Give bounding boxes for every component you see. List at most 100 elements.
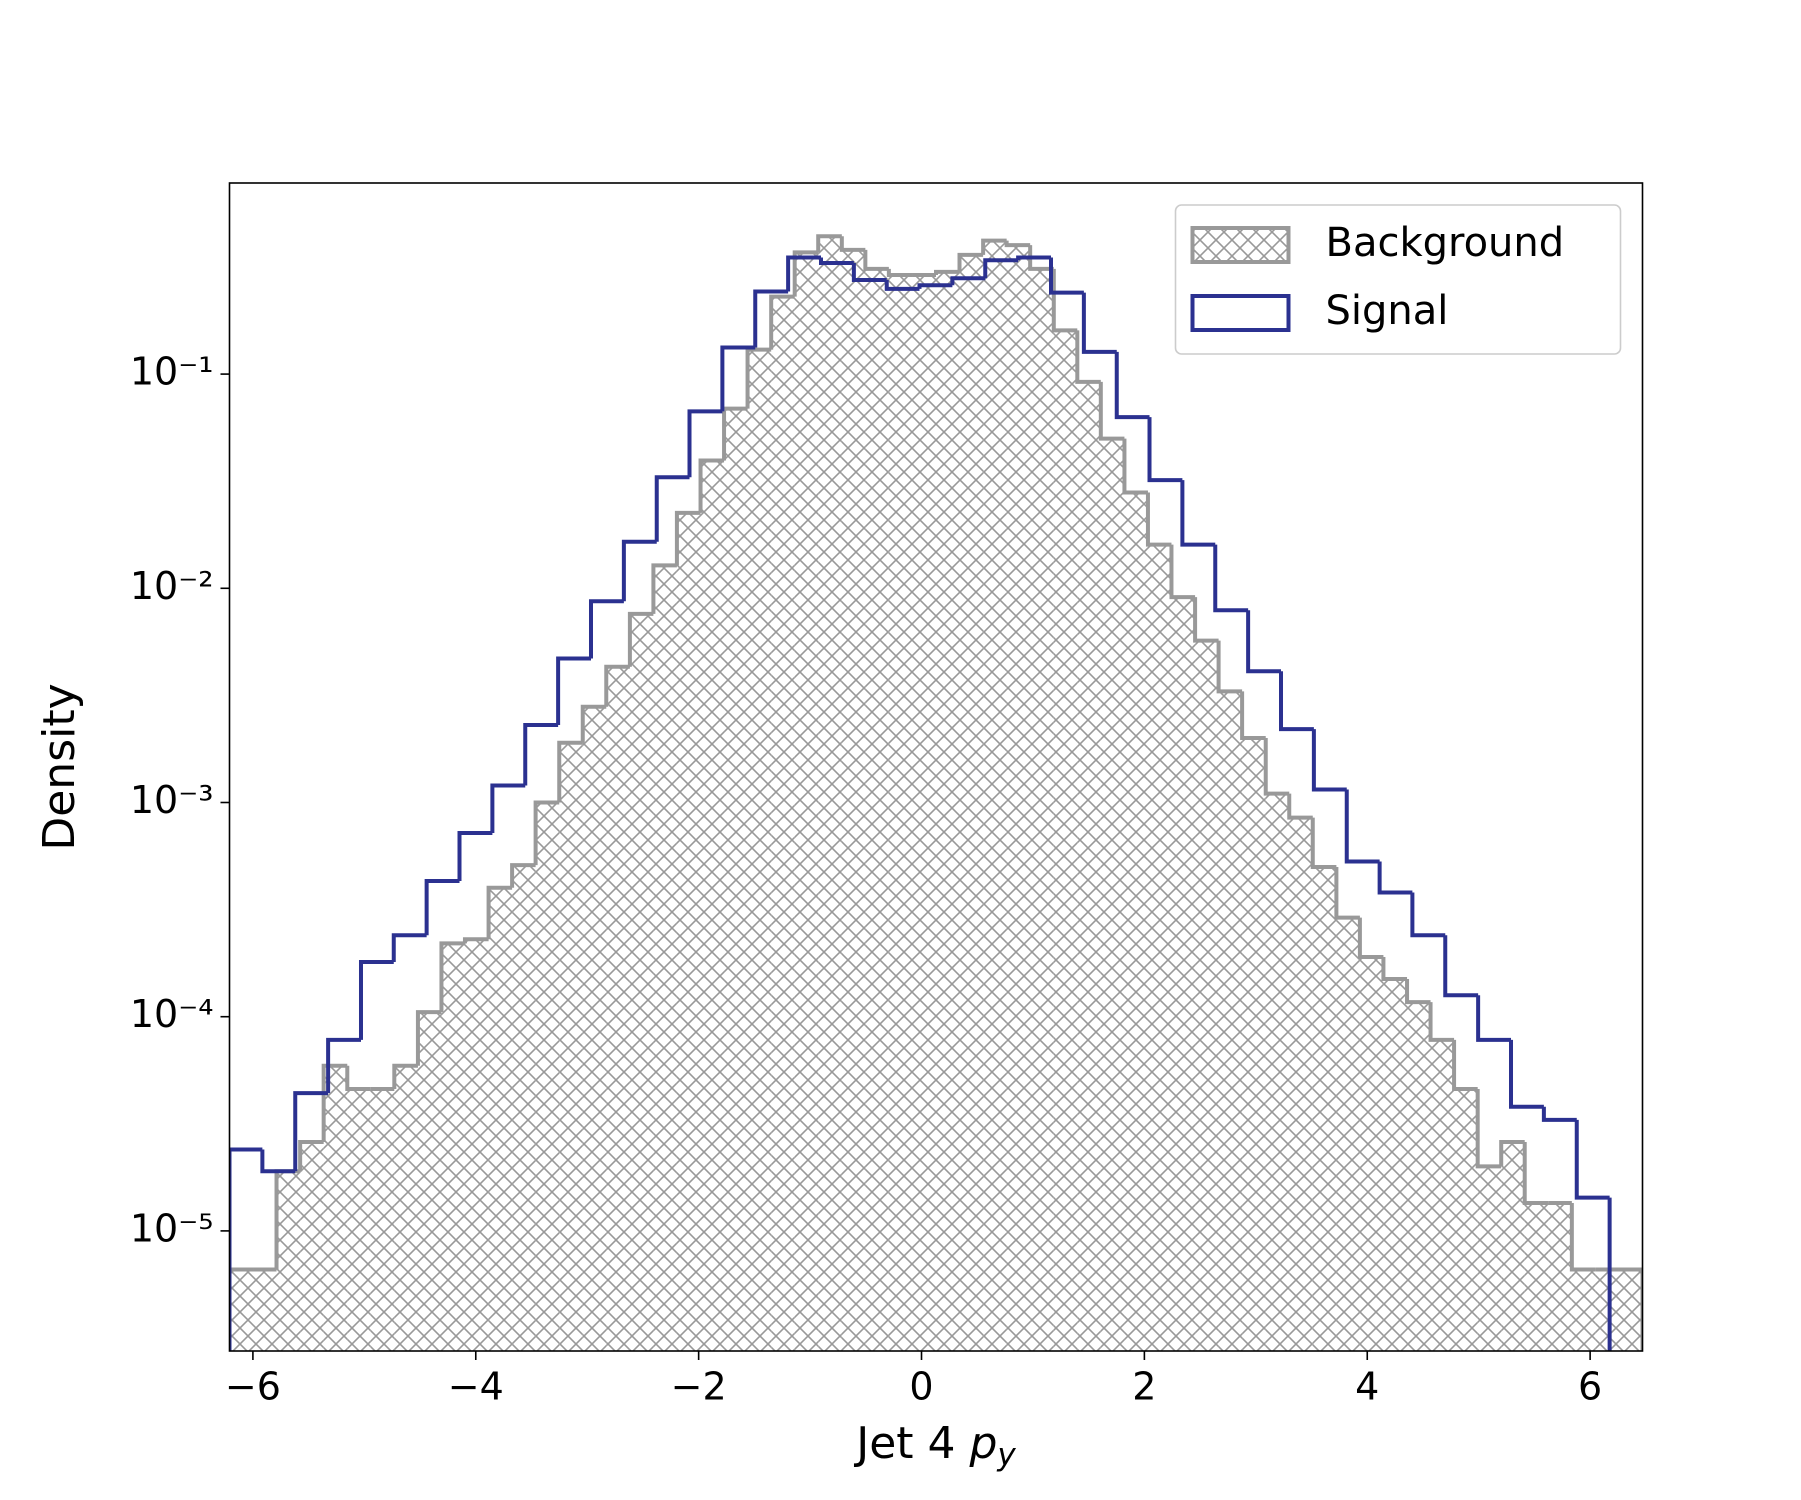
hist-step — [1145, 492, 1172, 547]
x-axis-label: Jet 4 py — [853, 1418, 1016, 1473]
y-tick-label: 10⁻⁴ — [130, 992, 214, 1036]
hist-step — [1428, 1002, 1455, 1042]
hist-fill — [676, 512, 701, 1351]
hist-step — [983, 258, 1019, 279]
hist-fill — [1548, 1202, 1572, 1351]
hist-fill — [1571, 1269, 1596, 1351]
hist-fill — [1147, 544, 1172, 1351]
hist-step — [917, 283, 953, 289]
hist-fill — [253, 1269, 277, 1351]
hist-fill — [394, 1065, 418, 1351]
hist-fill — [488, 887, 513, 1351]
x-tick-label: −6 — [225, 1365, 281, 1409]
hist-step — [839, 236, 866, 252]
hist-fill — [1030, 268, 1054, 1351]
hist-step — [293, 1091, 329, 1172]
y-tick-label: 10⁻³ — [130, 778, 214, 822]
hist-step — [753, 289, 789, 348]
hist-fill — [747, 349, 772, 1351]
hist-step — [1509, 1039, 1544, 1109]
hist-step — [1310, 817, 1337, 869]
axes-frame — [228, 182, 1644, 1352]
hist-fill — [370, 1088, 395, 1351]
hist-step — [627, 611, 654, 667]
hist-step — [1311, 729, 1347, 792]
hist-fill — [1477, 1166, 1502, 1351]
hist-fill — [1336, 917, 1360, 1351]
hist-fill — [300, 1142, 324, 1351]
hist-step — [1098, 381, 1125, 441]
hist-fill — [1454, 1088, 1478, 1351]
hist-step — [604, 664, 630, 707]
hist-step — [957, 252, 984, 272]
hist-fill — [1006, 245, 1031, 1351]
hist-fill — [865, 268, 889, 1351]
hist-step — [1475, 1088, 1502, 1169]
hist-step — [886, 268, 913, 278]
hist-fill — [1501, 1142, 1525, 1351]
hist-fill — [1289, 817, 1313, 1351]
legend-label: Background — [1326, 220, 1565, 266]
hist-step — [1147, 417, 1183, 483]
hist-fill — [582, 706, 607, 1351]
hist-step — [1607, 1197, 1612, 1351]
hist-step — [298, 1140, 324, 1172]
hist-step — [884, 279, 920, 291]
hist-fill — [1524, 1202, 1549, 1351]
hist-step — [510, 863, 536, 888]
hist-fill — [1195, 640, 1219, 1351]
hist-step — [674, 510, 701, 566]
hist-step — [1410, 892, 1446, 938]
y-axis-label: Density — [34, 683, 85, 850]
hist-fill — [1053, 330, 1078, 1351]
hist-step — [1357, 917, 1384, 959]
legend-label: Signal — [1326, 288, 1449, 334]
hist-step — [1081, 292, 1117, 354]
hist-step — [229, 1147, 263, 1351]
hist-fill — [1077, 381, 1101, 1351]
hist-fill — [1242, 738, 1266, 1351]
y-tick-label: 10⁻¹ — [130, 350, 214, 394]
hist-step — [1028, 245, 1054, 271]
hist-step — [934, 269, 960, 276]
hist-step — [981, 238, 1007, 255]
hist-fill — [559, 742, 583, 1351]
hist-step — [863, 249, 889, 271]
hist-fill — [417, 1012, 442, 1351]
hist-step — [1169, 544, 1196, 600]
x-tick-label: −4 — [448, 1365, 504, 1409]
hist-step — [1569, 1202, 1596, 1272]
hist-step — [720, 345, 756, 412]
hist-step — [792, 250, 819, 297]
hist-step — [1016, 255, 1051, 261]
hist-step — [557, 740, 583, 803]
hist-step — [1004, 240, 1031, 248]
hist-step — [1443, 935, 1479, 998]
hist-fill — [653, 565, 677, 1351]
x-tick-label: 6 — [1578, 1365, 1602, 1409]
hist-step — [687, 409, 723, 478]
hist-step — [1381, 956, 1408, 981]
series — [229, 255, 1612, 1351]
hist-step — [1499, 1140, 1525, 1167]
legend-swatch — [1190, 226, 1291, 264]
hist-fill — [441, 943, 465, 1351]
hist-step — [556, 656, 591, 726]
hist-step — [523, 723, 559, 786]
hist-fill — [606, 666, 630, 1351]
hist-fill — [1618, 1269, 1643, 1351]
hist-step — [1344, 789, 1380, 864]
hist-fill — [1407, 1002, 1431, 1351]
hist-fill — [229, 1269, 254, 1351]
hist-step — [621, 539, 657, 602]
hist-step — [769, 294, 795, 350]
series — [229, 234, 1643, 1351]
hist-step — [851, 263, 887, 282]
axes: −6 −4 −2 0 2 4 6 10⁻⁵ 10⁻⁴ 10⁻³ 10⁻² 10⁻¹ — [130, 350, 1602, 1409]
hist-fill — [1359, 956, 1384, 1351]
hist-fill — [1595, 1269, 1619, 1351]
hist-step — [950, 276, 986, 286]
hist-step — [1216, 640, 1243, 694]
hist-step — [260, 1149, 296, 1174]
